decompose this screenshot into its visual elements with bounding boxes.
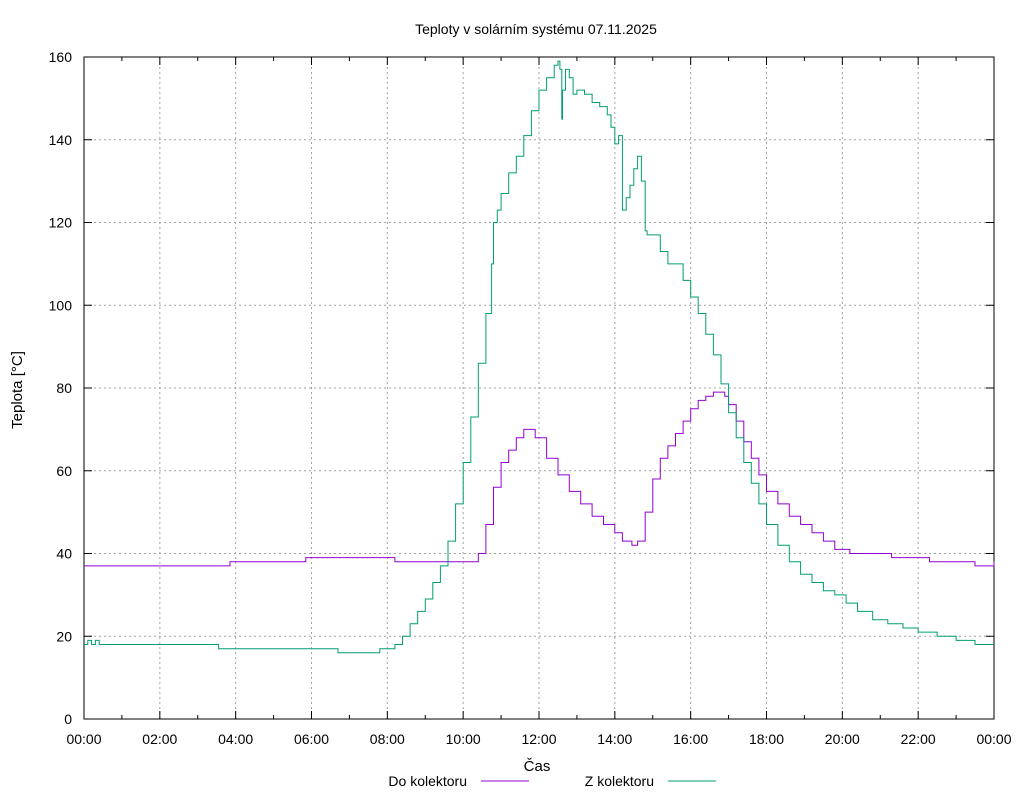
y-tick-label: 60 xyxy=(56,463,72,479)
y-tick-label: 100 xyxy=(49,297,73,313)
x-tick-label: 14:00 xyxy=(597,731,632,747)
x-tick-label: 08:00 xyxy=(370,731,405,747)
y-tick-label: 20 xyxy=(56,628,72,644)
legend-label: Z kolektoru xyxy=(585,773,654,789)
x-tick-label: 04:00 xyxy=(218,731,253,747)
y-tick-label: 40 xyxy=(56,546,72,562)
legend: Do kolektoru Z kolektoru xyxy=(388,773,716,789)
series-lines xyxy=(84,60,995,654)
y-tick-label: 160 xyxy=(49,49,73,65)
x-tick-label: 00:00 xyxy=(976,731,1011,747)
x-tick-label: 00:00 xyxy=(66,731,101,747)
legend-label: Do kolektoru xyxy=(388,773,467,789)
y-tick-label: 0 xyxy=(64,711,72,727)
series-line-do-kolektoru xyxy=(84,391,995,567)
axis-ticks: 0 20 40 60 80 100 120 140 160 00:00 02:00 04:00 06:0… xyxy=(49,49,1012,747)
x-tick-label: 02:00 xyxy=(142,731,177,747)
x-tick-label: 20:00 xyxy=(825,731,860,747)
x-tick-label: 18:00 xyxy=(749,731,784,747)
y-tick-label: 140 xyxy=(49,132,73,148)
chart-title: Teploty v solárním systému 07.11.2025 xyxy=(415,21,657,37)
y-axis-label: Teplota [°C] xyxy=(9,351,26,429)
x-tick-label: 16:00 xyxy=(673,731,708,747)
y-tick-label: 120 xyxy=(49,215,73,231)
x-tick-label: 12:00 xyxy=(521,731,556,747)
grid-lines xyxy=(84,57,994,719)
x-tick-label: 10:00 xyxy=(446,731,481,747)
series-line-z-kolektoru xyxy=(84,60,994,654)
x-tick-label: 22:00 xyxy=(901,731,936,747)
x-tick-label: 06:00 xyxy=(294,731,329,747)
x-axis-label: Čas xyxy=(524,758,551,775)
y-tick-label: 80 xyxy=(56,380,72,396)
